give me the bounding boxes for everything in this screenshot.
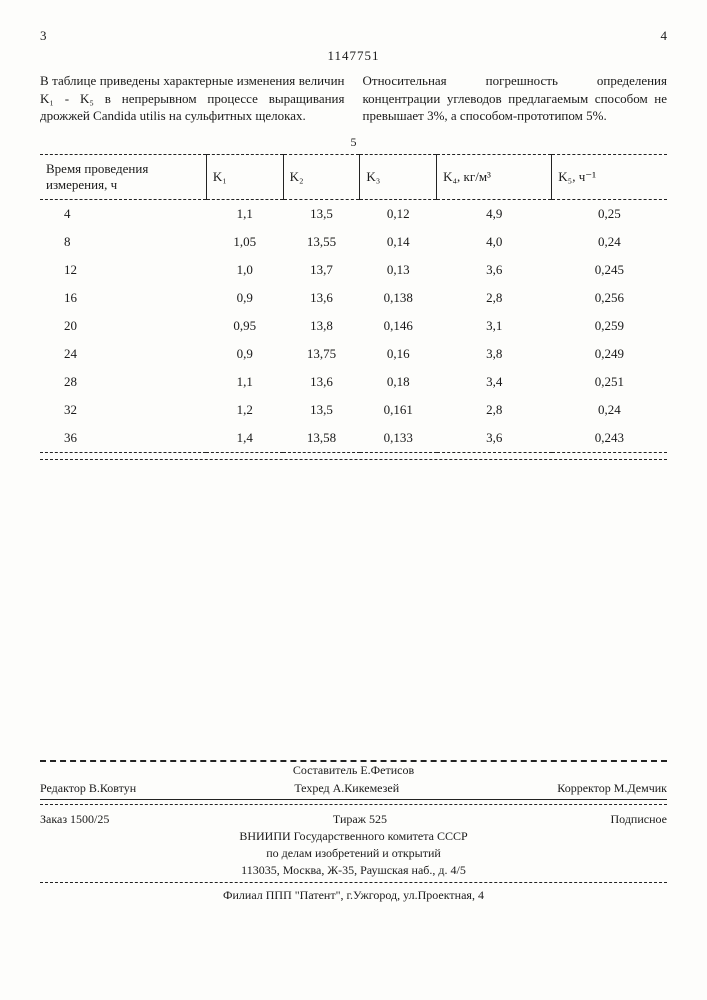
table-cell: 2,8 bbox=[437, 284, 552, 312]
table-cell: 36 bbox=[40, 424, 206, 453]
table-cell: 3,4 bbox=[437, 368, 552, 396]
table-cell: 0,259 bbox=[552, 312, 667, 340]
table-cell: 8 bbox=[40, 228, 206, 256]
table-cell: 0,13 bbox=[360, 256, 437, 284]
table-cell: 13,7 bbox=[283, 256, 360, 284]
table-cell: 1,2 bbox=[206, 396, 283, 424]
table-row: 240,913,750,163,80,249 bbox=[40, 340, 667, 368]
corrector: Корректор М.Демчик bbox=[557, 780, 667, 797]
order-row: Заказ 1500/25 Тираж 525 Подписное bbox=[40, 809, 667, 828]
table-cell: 13,5 bbox=[283, 199, 360, 228]
table-cell: 13,75 bbox=[283, 340, 360, 368]
table-cell: 0,24 bbox=[552, 228, 667, 256]
table-cell: 1,05 bbox=[206, 228, 283, 256]
page-num-left: 3 bbox=[40, 28, 47, 44]
mid-number: 5 bbox=[40, 135, 667, 150]
table-cell: 3,6 bbox=[437, 256, 552, 284]
body-columns: В таблице приведены характерные изменени… bbox=[40, 72, 667, 125]
table-row: 160,913,60,1382,80,256 bbox=[40, 284, 667, 312]
table-cell: 13,6 bbox=[283, 368, 360, 396]
compiler: Составитель Е.Фетисов bbox=[40, 762, 667, 779]
table-cell: 0,25 bbox=[552, 199, 667, 228]
table-cell: 0,9 bbox=[206, 340, 283, 368]
table-cell: 0,256 bbox=[552, 284, 667, 312]
col-k5: K₅, ч⁻¹ bbox=[552, 154, 667, 199]
table-cell: 0,243 bbox=[552, 424, 667, 453]
col-k1: K₁ bbox=[206, 154, 283, 199]
editor: Редактор В.Ковтун bbox=[40, 780, 136, 797]
table-bottom-dash bbox=[40, 459, 667, 460]
table-cell: 4 bbox=[40, 199, 206, 228]
table-cell: 0,161 bbox=[360, 396, 437, 424]
table-cell: 0,138 bbox=[360, 284, 437, 312]
table-cell: 13,58 bbox=[283, 424, 360, 453]
table-body: 41,113,50,124,90,2581,0513,550,144,00,24… bbox=[40, 199, 667, 452]
table-cell: 0,9 bbox=[206, 284, 283, 312]
table-row: 81,0513,550,144,00,24 bbox=[40, 228, 667, 256]
branch: Филиал ППП "Патент", г.Ужгород, ул.Проек… bbox=[40, 887, 667, 904]
table-cell: 24 bbox=[40, 340, 206, 368]
table-cell: 28 bbox=[40, 368, 206, 396]
dash-divider bbox=[40, 804, 667, 805]
col-k4: K₄, кг/м³ bbox=[437, 154, 552, 199]
doc-number: 1147751 bbox=[40, 48, 667, 64]
table-cell: 32 bbox=[40, 396, 206, 424]
table-row: 321,213,50,1612,80,24 bbox=[40, 396, 667, 424]
table-cell: 3,8 bbox=[437, 340, 552, 368]
imprint-block: Составитель Е.Фетисов Редактор В.Ковтун … bbox=[40, 762, 667, 905]
table-cell: 0,24 bbox=[552, 396, 667, 424]
table-cell: 12 bbox=[40, 256, 206, 284]
table-cell: 0,12 bbox=[360, 199, 437, 228]
table-cell: 13,55 bbox=[283, 228, 360, 256]
table-cell: 13,5 bbox=[283, 396, 360, 424]
table-cell: 3,6 bbox=[437, 424, 552, 453]
addr: 113035, Москва, Ж-35, Раушская наб., д. … bbox=[40, 862, 667, 879]
credits-row: Редактор В.Ковтун Техред А.Кикемезей Кор… bbox=[40, 778, 667, 800]
org2: по делам изобретений и открытий bbox=[40, 845, 667, 862]
table-cell: 1,4 bbox=[206, 424, 283, 453]
left-para: В таблице приведены характерные изменени… bbox=[40, 72, 345, 125]
right-para: Относительная погрешность определения ко… bbox=[363, 72, 668, 125]
table-cell: 0,249 bbox=[552, 340, 667, 368]
table-header-row: Время проведения измерения, ч K₁ K₂ K₃ K… bbox=[40, 154, 667, 199]
table-cell: 0,14 bbox=[360, 228, 437, 256]
org1: ВНИИПИ Государственного комитета СССР bbox=[40, 828, 667, 845]
table-cell: 13,6 bbox=[283, 284, 360, 312]
table-cell: 4,9 bbox=[437, 199, 552, 228]
table-row: 361,413,580,1333,60,243 bbox=[40, 424, 667, 453]
table-cell: 1,0 bbox=[206, 256, 283, 284]
table-cell: 1,1 bbox=[206, 199, 283, 228]
order: Заказ 1500/25 bbox=[40, 811, 109, 828]
table-cell: 0,251 bbox=[552, 368, 667, 396]
table-row: 281,113,60,183,40,251 bbox=[40, 368, 667, 396]
table-cell: 3,1 bbox=[437, 312, 552, 340]
table-cell: 0,133 bbox=[360, 424, 437, 453]
col-k3: K₃ bbox=[360, 154, 437, 199]
table-cell: 13,8 bbox=[283, 312, 360, 340]
table-cell: 4,0 bbox=[437, 228, 552, 256]
table-cell: 0,95 bbox=[206, 312, 283, 340]
podpis: Подписное bbox=[611, 811, 668, 828]
data-table: Время проведения измерения, ч K₁ K₂ K₃ K… bbox=[40, 154, 667, 453]
page-head: 3 4 bbox=[40, 28, 667, 44]
page-num-right: 4 bbox=[661, 28, 668, 44]
table-row: 121,013,70,133,60,245 bbox=[40, 256, 667, 284]
table-cell: 0,146 bbox=[360, 312, 437, 340]
table-cell: 2,8 bbox=[437, 396, 552, 424]
table-cell: 16 bbox=[40, 284, 206, 312]
table-row: 200,9513,80,1463,10,259 bbox=[40, 312, 667, 340]
tirazh: Тираж 525 bbox=[333, 811, 387, 828]
table-cell: 0,245 bbox=[552, 256, 667, 284]
techred: Техред А.Кикемезей bbox=[294, 780, 399, 797]
table-cell: 0,18 bbox=[360, 368, 437, 396]
table-cell: 20 bbox=[40, 312, 206, 340]
table-row: 41,113,50,124,90,25 bbox=[40, 199, 667, 228]
dash-divider-2 bbox=[40, 882, 667, 883]
col-time: Время проведения измерения, ч bbox=[40, 154, 206, 199]
table-cell: 0,16 bbox=[360, 340, 437, 368]
table-cell: 1,1 bbox=[206, 368, 283, 396]
col-k2: K₂ bbox=[283, 154, 360, 199]
